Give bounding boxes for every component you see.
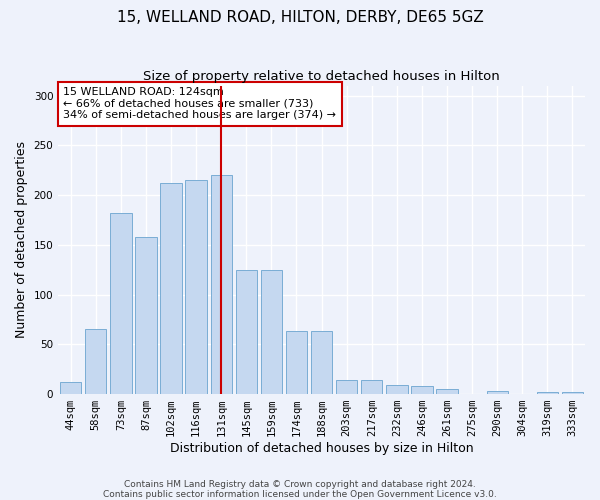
Bar: [236, 270, 257, 394]
Text: 15 WELLAND ROAD: 124sqm
← 66% of detached houses are smaller (733)
34% of semi-d: 15 WELLAND ROAD: 124sqm ← 66% of detache…: [64, 87, 337, 120]
Bar: [160, 183, 182, 394]
Bar: [487, 391, 508, 394]
Bar: [136, 237, 157, 394]
Bar: [185, 180, 207, 394]
Bar: [311, 332, 332, 394]
Y-axis label: Number of detached properties: Number of detached properties: [15, 142, 28, 338]
Bar: [537, 392, 558, 394]
Bar: [60, 382, 82, 394]
X-axis label: Distribution of detached houses by size in Hilton: Distribution of detached houses by size …: [170, 442, 473, 455]
Bar: [261, 270, 282, 394]
Bar: [386, 385, 407, 394]
Bar: [211, 175, 232, 394]
Title: Size of property relative to detached houses in Hilton: Size of property relative to detached ho…: [143, 70, 500, 83]
Bar: [436, 389, 458, 394]
Bar: [110, 213, 131, 394]
Text: 15, WELLAND ROAD, HILTON, DERBY, DE65 5GZ: 15, WELLAND ROAD, HILTON, DERBY, DE65 5G…: [116, 10, 484, 25]
Bar: [411, 386, 433, 394]
Bar: [85, 330, 106, 394]
Bar: [286, 332, 307, 394]
Bar: [336, 380, 358, 394]
Bar: [562, 392, 583, 394]
Text: Contains HM Land Registry data © Crown copyright and database right 2024.
Contai: Contains HM Land Registry data © Crown c…: [103, 480, 497, 499]
Bar: [361, 380, 382, 394]
